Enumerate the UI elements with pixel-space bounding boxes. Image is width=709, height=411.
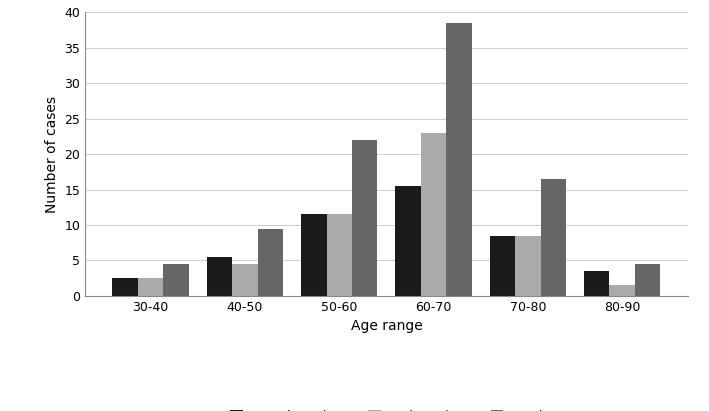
Bar	[352, 140, 377, 296]
Bar	[446, 23, 471, 296]
Bar	[421, 133, 446, 296]
Bar	[490, 236, 515, 296]
Bar	[207, 257, 233, 296]
Bar	[257, 229, 283, 296]
Bar	[163, 264, 189, 296]
Legend: Female patients, Male patients, Total: Female patients, Male patients, Total	[230, 410, 542, 411]
Bar	[610, 285, 635, 296]
Bar	[327, 215, 352, 296]
Bar	[515, 236, 540, 296]
Bar	[113, 278, 138, 296]
Bar	[396, 186, 421, 296]
Bar	[540, 179, 566, 296]
Bar	[138, 278, 163, 296]
X-axis label: Age range: Age range	[350, 319, 423, 333]
Bar	[301, 215, 327, 296]
Bar	[233, 264, 257, 296]
Y-axis label: Number of cases: Number of cases	[45, 96, 59, 212]
Bar	[635, 264, 660, 296]
Bar	[584, 271, 610, 296]
